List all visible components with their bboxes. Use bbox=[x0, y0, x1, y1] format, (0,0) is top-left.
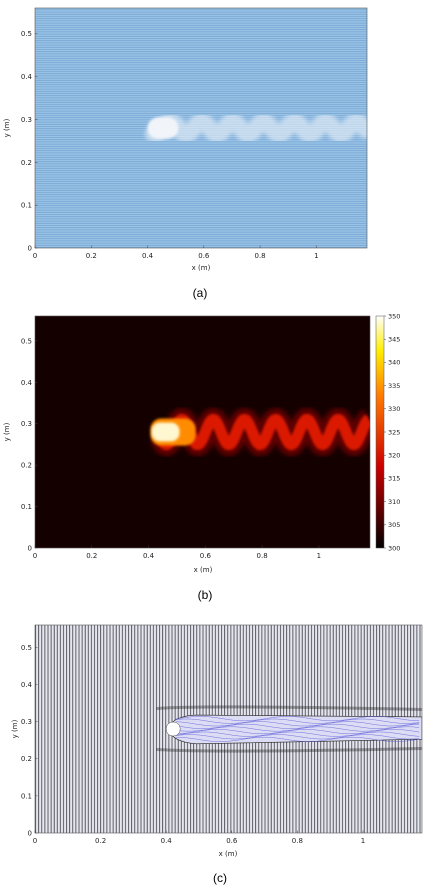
colorbar-tick-label: 325 bbox=[388, 428, 400, 436]
panel-a-caption: (a) bbox=[193, 286, 208, 300]
y-tick-label: 0.2 bbox=[21, 755, 32, 763]
plume-core bbox=[155, 413, 370, 451]
panel-c-ylabel: y (m) bbox=[11, 719, 19, 738]
colorbar bbox=[375, 315, 385, 549]
panel-b-caption: (b) bbox=[198, 588, 213, 602]
y-tick-label: 0.2 bbox=[21, 159, 32, 167]
wake-streamline bbox=[176, 731, 420, 737]
panel-a-concentration: 0 0.2 0.4 0.6 0.8 1 0 0.1 0.2 0.3 0.4 0.5 x (m) y (… bbox=[3, 7, 368, 300]
x-tick-label: 0.6 bbox=[226, 837, 238, 845]
y-tick-label: 0.2 bbox=[21, 462, 32, 470]
panel-c-ticks: 0 0.2 0.4 0.6 0.8 1 0 0.1 0.2 0.3 0.4 0.5 bbox=[21, 644, 365, 845]
x-tick-label: 0.6 bbox=[200, 552, 212, 560]
x-tick-label: 0.2 bbox=[86, 252, 97, 260]
wake-streamline bbox=[176, 736, 420, 742]
x-tick-label: 1 bbox=[361, 837, 365, 845]
colorbar-tick-label: 305 bbox=[388, 521, 400, 529]
panel-b-plume bbox=[150, 407, 370, 457]
panel-b-ylabel: y (m) bbox=[3, 422, 11, 441]
x-tick-label: 0.6 bbox=[198, 252, 210, 260]
wake-streamline bbox=[176, 718, 420, 724]
y-tick-label: 0.1 bbox=[21, 503, 32, 511]
panel-b-axes-frame bbox=[34, 315, 371, 549]
wake-edge-lower bbox=[156, 747, 422, 753]
y-tick-label: 0 bbox=[28, 245, 32, 253]
x-tick-label: 1 bbox=[314, 252, 318, 260]
y-tick-label: 0.1 bbox=[21, 792, 32, 800]
x-tick-label: 0.8 bbox=[255, 252, 266, 260]
colorbar-tick-label: 340 bbox=[388, 359, 400, 367]
colorbar-ticks: 300 305 310 315 320 325 330 335 340 345 350 bbox=[384, 312, 400, 552]
plume-source bbox=[147, 117, 179, 139]
wake-streamline bbox=[176, 723, 420, 729]
x-tick-label: 0.2 bbox=[86, 552, 97, 560]
panel-a-ylabel: y (m) bbox=[3, 118, 11, 137]
y-tick-label: 0.3 bbox=[21, 718, 32, 726]
panel-c-wake bbox=[156, 705, 422, 753]
x-tick-label: 1 bbox=[317, 552, 321, 560]
colorbar-tick-label: 310 bbox=[388, 498, 400, 506]
panel-c-axes-frame bbox=[34, 624, 423, 834]
panel-a-plume bbox=[144, 112, 367, 144]
plume-source bbox=[165, 721, 181, 737]
colorbar-tick-label: 300 bbox=[388, 544, 400, 552]
x-tick-label: 0.4 bbox=[161, 837, 173, 845]
panel-c-caption: (c) bbox=[213, 871, 227, 885]
y-tick-label: 0.1 bbox=[21, 202, 32, 210]
y-tick-label: 0.5 bbox=[21, 30, 32, 38]
colorbar-tick-label: 345 bbox=[388, 336, 400, 344]
plume-source bbox=[151, 422, 180, 442]
wake-streamline bbox=[176, 721, 420, 727]
x-tick-label: 0.8 bbox=[292, 837, 303, 845]
wake-streamline bbox=[176, 729, 420, 735]
panel-c-xlabel: x (m) bbox=[219, 850, 238, 858]
y-tick-label: 0 bbox=[28, 830, 32, 838]
y-tick-label: 0.5 bbox=[21, 337, 32, 345]
x-tick-label: 0.4 bbox=[143, 552, 155, 560]
panel-a-xlabel: x (m) bbox=[192, 264, 211, 272]
y-tick-label: 0.3 bbox=[21, 420, 32, 428]
y-tick-label: 0 bbox=[28, 545, 32, 553]
wake-streamline bbox=[176, 726, 420, 732]
plume-wake bbox=[144, 112, 367, 144]
wake-streamline bbox=[176, 734, 420, 740]
panel-b-xlabel: x (m) bbox=[194, 566, 213, 574]
wake-edge-upper bbox=[156, 705, 422, 711]
panel-c-streamlines: 0 0.2 0.4 0.6 0.8 1 0 0.1 0.2 0.3 0.4 0.5 x (m) y (… bbox=[11, 624, 423, 885]
x-tick-label: 0 bbox=[33, 552, 37, 560]
colorbar-tick-label: 350 bbox=[388, 312, 400, 320]
colorbar-tick-label: 315 bbox=[388, 475, 400, 483]
x-tick-label: 0.4 bbox=[142, 252, 154, 260]
x-tick-label: 0 bbox=[33, 837, 37, 845]
panel-b-ticks: 0 0.2 0.4 0.6 0.8 1 0 0.1 0.2 0.3 0.4 0.5 bbox=[21, 337, 321, 560]
y-tick-label: 0.4 bbox=[21, 379, 33, 387]
x-tick-label: 0.8 bbox=[257, 552, 268, 560]
wake-streamline bbox=[176, 716, 420, 722]
y-tick-label: 0.5 bbox=[21, 644, 32, 652]
y-tick-label: 0.4 bbox=[21, 681, 33, 689]
y-tick-label: 0.4 bbox=[21, 73, 33, 81]
y-tick-label: 0.3 bbox=[21, 116, 32, 124]
x-tick-label: 0.2 bbox=[95, 837, 106, 845]
colorbar-tick-label: 335 bbox=[388, 382, 400, 390]
colorbar-tick-label: 330 bbox=[388, 405, 400, 413]
panel-a-axes-frame bbox=[34, 7, 368, 249]
colorbar-tick-label: 320 bbox=[388, 452, 400, 460]
panel-b-temperature: 300 305 310 315 320 325 330 335 340 345 350 0 0.2 0.… bbox=[3, 312, 400, 602]
x-tick-label: 0 bbox=[33, 252, 37, 260]
panel-a-ticks: 0 0.2 0.4 0.6 0.8 1 0 0.1 0.2 0.3 0.4 0.5 bbox=[21, 30, 319, 260]
